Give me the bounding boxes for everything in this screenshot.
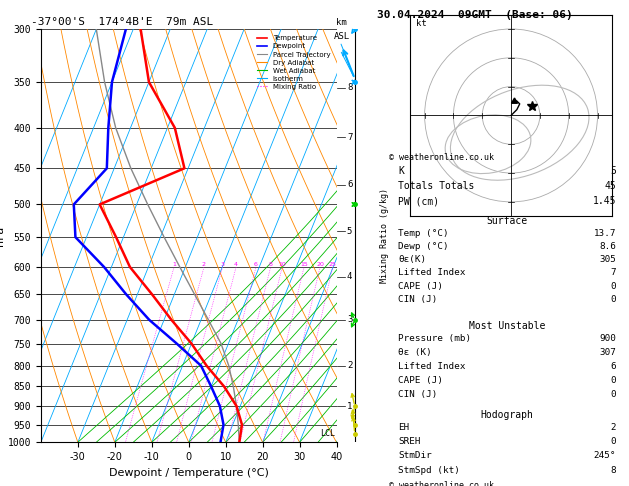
Text: K: K	[398, 166, 404, 175]
Text: 8: 8	[347, 84, 352, 92]
Text: 245°: 245°	[594, 451, 616, 460]
Text: PW (cm): PW (cm)	[398, 196, 439, 206]
Text: Pressure (mb): Pressure (mb)	[398, 334, 471, 343]
Text: SREH: SREH	[398, 437, 421, 446]
Text: 2: 2	[611, 422, 616, 432]
Text: StmSpd (kt): StmSpd (kt)	[398, 466, 460, 474]
Text: 3: 3	[221, 262, 225, 267]
Text: 5: 5	[611, 166, 616, 175]
Text: 0: 0	[611, 437, 616, 446]
Text: 6: 6	[347, 180, 352, 189]
Text: 7: 7	[611, 268, 616, 278]
Text: 4: 4	[234, 262, 238, 267]
Text: 305: 305	[599, 255, 616, 264]
Text: θε(K): θε(K)	[398, 255, 426, 264]
Text: 45: 45	[604, 181, 616, 191]
Text: 2: 2	[347, 361, 352, 370]
Text: 307: 307	[599, 348, 616, 357]
Text: 7: 7	[347, 133, 352, 142]
Y-axis label: hPa: hPa	[0, 226, 5, 246]
Text: kt: kt	[416, 19, 426, 28]
Text: 4: 4	[347, 272, 352, 281]
Text: CAPE (J): CAPE (J)	[398, 281, 443, 291]
Text: 0: 0	[611, 295, 616, 304]
Text: 0: 0	[611, 390, 616, 399]
Text: CAPE (J): CAPE (J)	[398, 376, 443, 385]
Text: θε (K): θε (K)	[398, 348, 432, 357]
Text: 6: 6	[611, 362, 616, 371]
Text: ASL: ASL	[333, 33, 350, 41]
Text: 5: 5	[347, 227, 352, 236]
Text: 0: 0	[611, 281, 616, 291]
Text: © weatheronline.co.uk: © weatheronline.co.uk	[389, 482, 494, 486]
Text: 1: 1	[347, 401, 352, 411]
Text: Dewp (°C): Dewp (°C)	[398, 243, 449, 251]
Text: Lifted Index: Lifted Index	[398, 268, 465, 278]
Text: 25: 25	[329, 262, 337, 267]
Text: 1: 1	[172, 262, 176, 267]
Text: Most Unstable: Most Unstable	[469, 321, 545, 330]
Text: CIN (J): CIN (J)	[398, 390, 438, 399]
Text: 6: 6	[254, 262, 258, 267]
Text: Surface: Surface	[487, 216, 528, 226]
Text: 900: 900	[599, 334, 616, 343]
Text: Temp (°C): Temp (°C)	[398, 229, 449, 238]
Text: 8: 8	[269, 262, 272, 267]
Text: Hodograph: Hodograph	[481, 411, 534, 420]
Text: 10: 10	[279, 262, 286, 267]
Text: CIN (J): CIN (J)	[398, 295, 438, 304]
Text: EH: EH	[398, 422, 409, 432]
Text: 20: 20	[316, 262, 324, 267]
Text: 30.04.2024  09GMT  (Base: 06): 30.04.2024 09GMT (Base: 06)	[377, 10, 573, 20]
Text: 3: 3	[347, 315, 352, 324]
Text: 13.7: 13.7	[594, 229, 616, 238]
Text: Lifted Index: Lifted Index	[398, 362, 465, 371]
Text: StmDir: StmDir	[398, 451, 432, 460]
Text: 1.45: 1.45	[593, 196, 616, 206]
Text: Totals Totals: Totals Totals	[398, 181, 475, 191]
Text: Mixing Ratio (g/kg): Mixing Ratio (g/kg)	[381, 188, 389, 283]
Text: 2: 2	[202, 262, 206, 267]
Text: km: km	[337, 18, 347, 27]
X-axis label: Dewpoint / Temperature (°C): Dewpoint / Temperature (°C)	[109, 468, 269, 478]
Text: 8: 8	[611, 466, 616, 474]
Text: LCL: LCL	[320, 429, 335, 438]
Legend: Temperature, Dewpoint, Parcel Trajectory, Dry Adiabat, Wet Adiabat, Isotherm, Mi: Temperature, Dewpoint, Parcel Trajectory…	[254, 33, 333, 93]
Text: © weatheronline.co.uk: © weatheronline.co.uk	[389, 154, 494, 162]
Text: 0: 0	[611, 376, 616, 385]
Text: 8.6: 8.6	[599, 243, 616, 251]
Text: 15: 15	[300, 262, 308, 267]
Text: -37°00'S  174°4B'E  79m ASL: -37°00'S 174°4B'E 79m ASL	[31, 17, 214, 27]
